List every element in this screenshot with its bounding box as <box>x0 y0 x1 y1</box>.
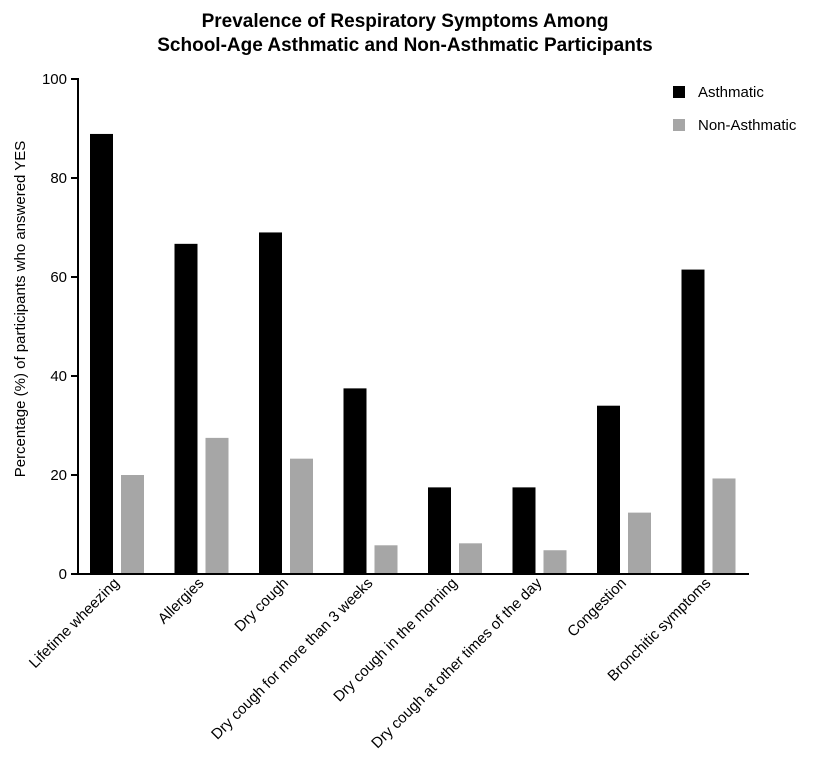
y-tick-label: 60 <box>50 269 67 286</box>
bar-non-asthmatic <box>374 545 398 574</box>
bar-asthmatic <box>174 243 198 574</box>
x-category-label: Lifetime wheezing <box>26 575 123 672</box>
bar-non-asthmatic <box>628 512 651 574</box>
bar-asthmatic <box>681 269 705 574</box>
chart-subtitle: School-Age Asthmatic and Non-Asthmatic P… <box>157 35 652 56</box>
legend-label: Non-Asthmatic <box>698 117 797 134</box>
y-tick-label: 100 <box>42 71 67 88</box>
legend-label: Asthmatic <box>698 84 764 101</box>
bars-group <box>90 133 736 574</box>
bar-non-asthmatic <box>712 478 736 574</box>
legend: Asthmatic Non-Asthmatic <box>673 84 797 134</box>
bar-asthmatic <box>90 133 113 574</box>
bar-non-asthmatic <box>543 550 567 574</box>
bar-asthmatic <box>597 405 620 574</box>
x-category-label: Allergies <box>155 575 208 628</box>
bar-asthmatic <box>343 388 367 574</box>
y-tick-label: 0 <box>59 566 67 583</box>
legend-swatch <box>673 119 685 131</box>
bar-non-asthmatic <box>205 437 229 574</box>
bar-asthmatic <box>428 487 451 574</box>
y-axis-title: Percentage (%) of participants who answe… <box>12 141 29 478</box>
x-category-label: Dry cough at other times of the day <box>368 574 545 751</box>
y-ticks-group: 0 20 40 60 80 100 <box>42 71 78 583</box>
x-category-label: Congestion <box>564 575 630 641</box>
bar-non-asthmatic <box>290 458 313 574</box>
chart-title: Prevalence of Respiratory Symptoms Among <box>202 11 609 32</box>
y-tick-label: 20 <box>50 467 67 484</box>
y-tick-label: 40 <box>50 368 67 385</box>
bar-non-asthmatic <box>459 543 482 574</box>
y-tick-label: 80 <box>50 170 67 187</box>
x-category-label: Dry cough for more than 3 weeks <box>208 575 376 743</box>
legend-swatch <box>673 86 685 98</box>
bar-non-asthmatic <box>121 475 144 574</box>
bar-asthmatic <box>259 232 282 574</box>
bar-asthmatic <box>512 487 536 574</box>
x-category-label: Dry cough <box>231 575 291 635</box>
